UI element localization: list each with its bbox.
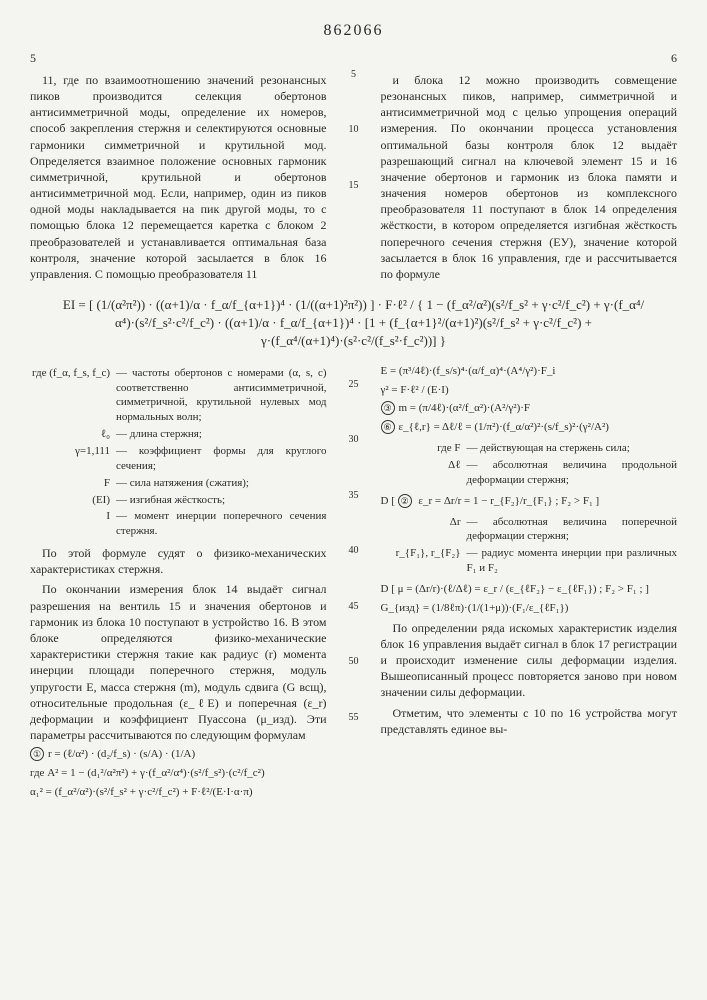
eq-E: E = (π³/4ℓ)·(f_s/s)⁴·(α/f_α)⁴·(A⁴/γ²)·F_… <box>381 364 678 379</box>
line-markers-bottom: 25 30 35 40 45 50 55 <box>347 360 361 804</box>
eq-alpha12: α₁² = (f_α²/α²)·(s²/f_s² + γ·c²/f_c²) + … <box>30 785 327 800</box>
eq-mu: D [ μ = (Δr/r)·(ℓ/Δℓ) = ε_r / (ε_{ℓF₂} −… <box>381 582 678 597</box>
def-row: ℓ₀— длина стержня; <box>30 427 327 442</box>
top-columns: 5 11, где по взаимоотношению значений ре… <box>30 50 677 287</box>
eq-Er: D [ ② ε_r = Δr/r = 1 − r_{F₂}/r_{F₁} ; F… <box>381 494 678 509</box>
para-end1: По определении ряда искомых характеристи… <box>381 620 678 701</box>
right-defs2: Δr— абсолютная величина поперечной дефор… <box>381 515 678 576</box>
left-text-1: 11, где по взаимоотношению значений резо… <box>30 72 327 282</box>
def-row: r_{F₁}, r_{F₂}— радиус момента инерции п… <box>381 546 678 576</box>
col-left-bottom: где (f_α, f_s, f_c)— частоты обертонов с… <box>30 360 327 804</box>
eq-m: ③m = (π/4ℓ)·(α²/f_α²)·(A²/γ²)·F <box>381 401 678 416</box>
def-row: где (f_α, f_s, f_c)— частоты обертонов с… <box>30 366 327 425</box>
def-row: (EI)— изгибная жёсткость; <box>30 493 327 508</box>
right-text-1: и блока 12 можно производить совмещение … <box>381 72 678 282</box>
bottom-columns: где (f_α, f_s, f_c)— частоты обертонов с… <box>30 360 677 804</box>
right-defs: где F— действующая на стержень сила; Δℓ—… <box>381 441 678 488</box>
def-row: где F— действующая на стержень сила; <box>381 441 678 456</box>
eq-A2: где A² = 1 − (d₁²/α²π²) + γ·(f_α²/α⁴)·(s… <box>30 766 327 781</box>
def-row: Δr— абсолютная величина поперечной дефор… <box>381 515 678 545</box>
def-row: F— сила натяжения (сжатия); <box>30 476 327 491</box>
col-left-top: 5 11, где по взаимоотношению значений ре… <box>30 50 327 287</box>
para-after-defs: По этой формуле судят о физико-механичес… <box>30 545 327 577</box>
main-formula: EI = [ (1/(α²π²)) · ((α+1)/α · f_α/f_{α+… <box>30 296 677 350</box>
eq-r: ①r = (ℓ/α²) · (d₂/f_s) · (s/A) · (1/A) <box>30 747 327 762</box>
para-end2: Отметим, что элементы с 10 по 16 устройс… <box>381 705 678 737</box>
col-right-top: 6 и блока 12 можно производить совмещени… <box>381 50 678 287</box>
eq-gamma2: γ² = F·ℓ² / (E·I) <box>381 383 678 398</box>
main-formula-eq: EI = [ (1/(α²π²)) · ((α+1)/α · f_α/f_{α+… <box>63 297 644 348</box>
col-right-bottom: E = (π³/4ℓ)·(f_s/s)⁴·(α/f_α)⁴·(A⁴/γ²)·F_… <box>381 360 678 804</box>
def-row: I— момент инерции поперечного сечения ст… <box>30 509 327 539</box>
page-num-left: 5 <box>30 50 327 66</box>
line-markers-top: 5 10 15 <box>347 50 361 287</box>
eq-eps-lr: ⑥ε_{ℓ,r} = Δℓ/ℓ = (1/π²)·(f_α/α²)²·(s/f_… <box>381 420 678 435</box>
def-row: γ=1,111— коэффициент формы для круглого … <box>30 444 327 474</box>
definitions-list: где (f_α, f_s, f_c)— частоты обертонов с… <box>30 366 327 539</box>
para-block14: По окончании измерения блок 14 выдаёт си… <box>30 581 327 743</box>
def-row: Δℓ— абсолютная величина продольной дефор… <box>381 458 678 488</box>
page-num-right: 6 <box>381 50 678 66</box>
document-number: 862066 <box>30 20 677 42</box>
eq-G: G_{изд} = (1/8ℓπ)·(1/(1+μ))·(F₁/ε_{ℓF₁}) <box>381 601 678 616</box>
